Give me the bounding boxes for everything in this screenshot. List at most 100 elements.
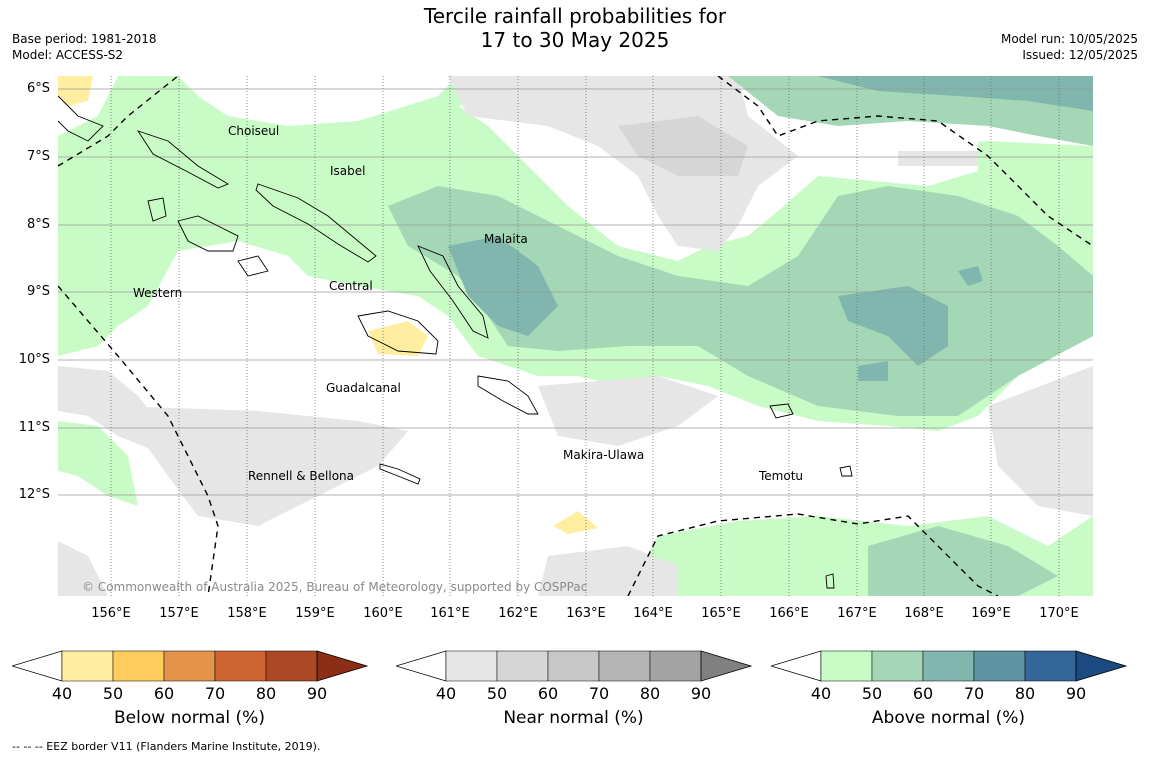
longitude-label: 166°E xyxy=(769,606,809,621)
colorbar-label: Above normal (%) xyxy=(871,708,1026,728)
island-guadalcanal xyxy=(357,310,439,355)
latitude-label: 8°S xyxy=(26,217,50,232)
near-40-south xyxy=(538,546,678,596)
longitude-label: 167°E xyxy=(837,606,877,621)
longitude-label: 161°E xyxy=(430,606,470,621)
colorbar-low-extension xyxy=(771,650,822,682)
label-guadalcanal: Guadalcanal xyxy=(326,381,401,395)
label-central: Central xyxy=(329,279,373,293)
colorbar-tick: 80 xyxy=(639,684,661,703)
colorbar-swatch xyxy=(163,650,216,682)
label-isabel: Isabel xyxy=(330,164,366,178)
issued-date: Issued: 12/05/2025 xyxy=(1022,48,1138,62)
colorbar-swatch xyxy=(265,650,318,682)
longitude-label: 164°E xyxy=(633,606,673,621)
longitude-label: 158°E xyxy=(227,606,267,621)
longitude-label: 159°E xyxy=(295,606,335,621)
label-western: Western xyxy=(133,286,183,300)
longitude-label: 170°E xyxy=(1039,606,1079,621)
colorbar xyxy=(771,650,1128,682)
colorbar-swatch xyxy=(598,650,651,682)
title-line-1: Tercile rainfall probabilities for xyxy=(423,4,727,28)
label-makira-ulawa: Makira-Ulawa xyxy=(563,448,645,462)
label-temotu: Temotu xyxy=(759,469,804,483)
below-40-guadalcanal xyxy=(368,321,428,356)
label-rennell-bellona: Rennell & Bellona xyxy=(248,469,355,483)
near-40-southwest xyxy=(118,406,408,526)
colorbar xyxy=(12,650,369,682)
colorbar-swatch xyxy=(496,650,549,682)
model-name: Model: ACCESS-S2 xyxy=(12,48,124,62)
colorbar-label: Below normal (%) xyxy=(114,708,265,728)
map-canvas xyxy=(58,76,1093,596)
base-info: Base period: 1981-2018 Model: ACCESS-S2 xyxy=(12,31,157,63)
colorbar-high-extension xyxy=(316,650,369,682)
latitude-label: 12°S xyxy=(18,487,50,502)
longitude-label: 163°E xyxy=(566,606,606,621)
title-line-2: 17 to 30 May 2025 xyxy=(480,28,670,52)
longitude-label: 169°E xyxy=(971,606,1011,621)
copyright-notice: © Commonwealth of Australia 2025, Bureau… xyxy=(82,580,588,594)
colorbar-tick: 60 xyxy=(912,684,934,703)
above-60-northeast xyxy=(818,76,1093,111)
latitude-label: 9°S xyxy=(26,284,50,299)
island-isabel xyxy=(255,183,377,263)
label-malaita: Malaita xyxy=(484,232,528,246)
below-40-nw xyxy=(58,76,93,106)
white-area-north xyxy=(58,76,458,136)
eez-border-northeast xyxy=(717,76,1093,247)
above-40-west-lobe xyxy=(58,421,138,506)
colorbar-swatch xyxy=(922,650,975,682)
map-panel[interactable] xyxy=(58,76,1093,596)
above-60-east xyxy=(838,286,948,366)
island-rennell xyxy=(379,463,421,485)
colorbar-tick: 60 xyxy=(537,684,559,703)
above-50-southeast xyxy=(868,526,1058,596)
coastlines xyxy=(58,95,853,589)
island-anuta xyxy=(839,465,853,477)
island-south-temotu xyxy=(825,573,835,589)
colorbar-tick: 40 xyxy=(51,684,73,703)
near-40-ne xyxy=(898,151,978,166)
above-60-malaita xyxy=(448,236,558,336)
colorbar xyxy=(396,650,753,682)
longitude-label: 168°E xyxy=(904,606,944,621)
colorbar-swatch xyxy=(820,650,873,682)
label-choiseul: Choiseul xyxy=(228,124,280,138)
model-run: Model run: 10/05/2025 xyxy=(1000,32,1138,46)
colorbar-tick: 50 xyxy=(102,684,124,703)
island-rendova xyxy=(237,255,269,277)
eez-border-west xyxy=(58,285,219,596)
island-choiseul xyxy=(136,130,230,189)
colorbar-tick: 90 xyxy=(690,684,712,703)
colorbar-tick: 70 xyxy=(588,684,610,703)
colorbar-low-extension xyxy=(396,650,447,682)
colorbar-tick: 40 xyxy=(435,684,457,703)
latitude-label: 6°S xyxy=(26,81,50,96)
colorbar-swatch xyxy=(649,650,702,682)
island-malaita xyxy=(417,245,489,339)
colorbar-label: Near normal (%) xyxy=(503,708,644,728)
longitude-label: 160°E xyxy=(363,606,403,621)
colorbar-tick: 50 xyxy=(861,684,883,703)
near-40-north xyxy=(448,76,798,251)
colorbar-swatch xyxy=(445,650,498,682)
latitude-label: 10°S xyxy=(18,352,50,367)
colorbar-tick: 80 xyxy=(255,684,277,703)
island-new-georgia xyxy=(177,215,239,252)
eez-borders xyxy=(58,76,1093,596)
colorbar-tick: 70 xyxy=(963,684,985,703)
colorbar-tick: 70 xyxy=(204,684,226,703)
graticule xyxy=(58,76,1093,596)
colorbar-swatch xyxy=(61,650,114,682)
colorbar-swatch xyxy=(214,650,267,682)
near-40-southwest-corner xyxy=(58,541,108,596)
map-title: Tercile rainfall probabilities for 17 to… xyxy=(0,4,1150,52)
colorbar-swatch xyxy=(871,650,924,682)
longitude-label: 162°E xyxy=(498,606,538,621)
eez-legend-note: -- -- -- EEZ border V11 (Flanders Marine… xyxy=(12,740,321,753)
colorbar-tick: 50 xyxy=(486,684,508,703)
longitude-label: 157°E xyxy=(159,606,199,621)
colorbar-high-extension xyxy=(1075,650,1128,682)
colorbar-tick: 40 xyxy=(810,684,832,703)
